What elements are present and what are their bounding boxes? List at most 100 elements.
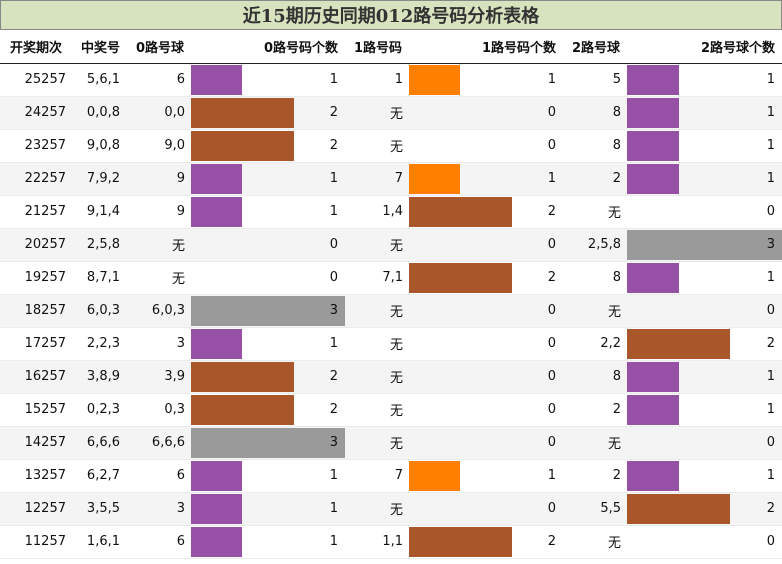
count-bar [627,97,679,128]
count-value: 1 [766,270,775,285]
count-bar [191,361,294,392]
count-value: 0 [547,501,556,516]
count-value: 0 [547,336,556,351]
count-value: 0 [766,435,775,450]
count-value: 3 [766,237,775,252]
count-value: 1 [766,138,775,153]
count-value: 2 [329,402,338,417]
count-bar [627,130,679,161]
table-row: 20257 2,5,8 无 0 无 0 2,5,8 3 [0,228,782,262]
cell-route0: 无 [130,228,191,262]
table-row: 16257 3,8,9 3,9 2 无 0 8 1 [0,360,782,394]
count-value: 2 [329,105,338,120]
cell-route1: 无 [345,492,409,526]
count-bar [409,262,512,293]
count-value: 2 [547,270,556,285]
cell-route2-count: 0 [627,294,782,328]
cell-route2: 5,5 [563,492,627,526]
count-bar [191,493,243,524]
header-draw: 中奖号 [72,30,130,64]
count-value: 0 [547,435,556,450]
cell-route0: 6,0,3 [130,294,191,328]
cell-route2-count: 0 [627,525,782,559]
cell-route2-count: 2 [627,327,782,361]
cell-route2-count: 1 [627,63,782,97]
cell-route1-count: 0 [409,393,563,427]
cell-issue: 17257 [0,327,72,361]
count-bar [627,163,679,194]
count-bar [191,64,243,95]
header-issue: 开奖期次 [0,30,72,64]
cell-route0-count: 0 [191,228,345,262]
count-value: 1 [329,501,338,516]
cell-route1-count: 0 [409,426,563,460]
count-value: 1 [766,171,775,186]
cell-route0-count: 1 [191,492,345,526]
cell-route0: 0,0 [130,96,191,130]
cell-route1: 1,1 [345,525,409,559]
cell-route0-count: 2 [191,393,345,427]
count-bar [409,163,461,194]
cell-route1-count: 0 [409,228,563,262]
cell-draw-number: 7,9,2 [72,162,130,196]
cell-route2: 8 [563,261,627,295]
cell-route1-count: 0 [409,129,563,163]
table-row: 25257 5,6,1 6 1 1 1 5 1 [0,63,782,97]
count-value: 1 [766,468,775,483]
header-route2: 2路号球 [563,30,627,64]
cell-route0: 9 [130,162,191,196]
cell-route0-count: 1 [191,162,345,196]
table-row: 21257 9,1,4 9 1 1,4 2 无 0 [0,195,782,229]
cell-route0: 6,6,6 [130,426,191,460]
cell-route2: 2,2 [563,327,627,361]
cell-route1-count: 0 [409,294,563,328]
cell-route1-count: 1 [409,63,563,97]
cell-draw-number: 6,2,7 [72,459,130,493]
cell-route2: 8 [563,96,627,130]
count-value: 0 [547,369,556,384]
cell-issue: 21257 [0,195,72,229]
cell-route1-count: 2 [409,195,563,229]
cell-route1: 无 [345,393,409,427]
table-row: 22257 7,9,2 9 1 7 1 2 1 [0,162,782,196]
table-row: 13257 6,2,7 6 1 7 1 2 1 [0,459,782,493]
cell-route1: 1 [345,63,409,97]
cell-draw-number: 0,2,3 [72,393,130,427]
cell-route0: 9,0 [130,129,191,163]
cell-route0: 3 [130,327,191,361]
count-value: 2 [547,534,556,549]
count-value: 2 [329,369,338,384]
count-value: 0 [547,303,556,318]
count-value: 0 [547,402,556,417]
cell-route1: 7 [345,459,409,493]
count-value: 0 [766,303,775,318]
table-row: 24257 0,0,8 0,0 2 无 0 8 1 [0,96,782,130]
cell-route1: 无 [345,360,409,394]
cell-draw-number: 1,6,1 [72,525,130,559]
count-bar [191,460,243,491]
count-value: 1 [329,534,338,549]
cell-route2-count: 0 [627,426,782,460]
cell-route2-count: 1 [627,360,782,394]
cell-route2: 2 [563,459,627,493]
cell-route0: 3 [130,492,191,526]
cell-route0-count: 1 [191,195,345,229]
count-value: 0 [329,270,338,285]
count-value: 1 [329,468,338,483]
count-value: 3 [329,303,338,318]
table-row: 15257 0,2,3 0,3 2 无 0 2 1 [0,393,782,427]
cell-route2-count: 1 [627,162,782,196]
cell-route0-count: 1 [191,525,345,559]
count-value: 0 [547,105,556,120]
cell-route2-count: 1 [627,96,782,130]
header-route0: 0路号球 [130,30,191,64]
count-value: 0 [547,237,556,252]
cell-route1: 无 [345,129,409,163]
cell-route1: 7 [345,162,409,196]
cell-route1-count: 2 [409,261,563,295]
count-bar [191,196,243,227]
cell-issue: 13257 [0,459,72,493]
cell-route2: 无 [563,195,627,229]
cell-route2: 无 [563,525,627,559]
count-value: 2 [766,336,775,351]
